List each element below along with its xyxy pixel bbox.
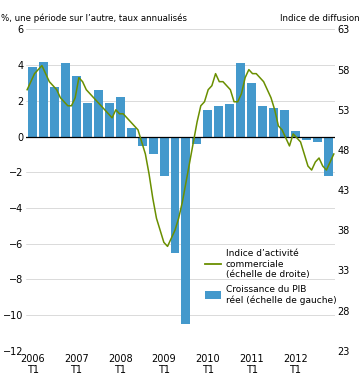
Bar xyxy=(149,136,158,155)
Bar xyxy=(116,97,125,136)
Bar xyxy=(83,103,92,136)
Bar xyxy=(61,64,70,136)
Bar xyxy=(203,110,212,136)
Text: Indice de diffusion: Indice de diffusion xyxy=(280,14,360,23)
Bar xyxy=(39,62,48,136)
Bar xyxy=(72,76,81,136)
Bar xyxy=(127,128,136,136)
Bar xyxy=(302,136,311,140)
Bar xyxy=(50,87,59,136)
Bar xyxy=(181,136,190,324)
Bar xyxy=(171,136,180,253)
Bar xyxy=(159,136,168,176)
Bar xyxy=(313,136,322,142)
Legend: Indice d’activité
commerciale
(échelle de droite), Croissance du PIB
réel (échel: Indice d’activité commerciale (échelle d… xyxy=(205,249,337,305)
Bar xyxy=(291,131,300,136)
Bar xyxy=(192,136,201,144)
Bar xyxy=(138,136,147,146)
Bar xyxy=(28,67,37,136)
Bar xyxy=(94,90,103,136)
Bar xyxy=(105,103,114,136)
Bar xyxy=(214,106,223,136)
Text: %, une période sur l’autre, taux annualisés: %, une période sur l’autre, taux annuali… xyxy=(1,14,187,23)
Bar xyxy=(247,83,256,136)
Bar xyxy=(258,106,267,136)
Bar xyxy=(236,64,245,136)
Bar xyxy=(324,136,333,176)
Bar xyxy=(280,110,289,136)
Bar xyxy=(269,108,278,136)
Bar xyxy=(225,104,234,136)
